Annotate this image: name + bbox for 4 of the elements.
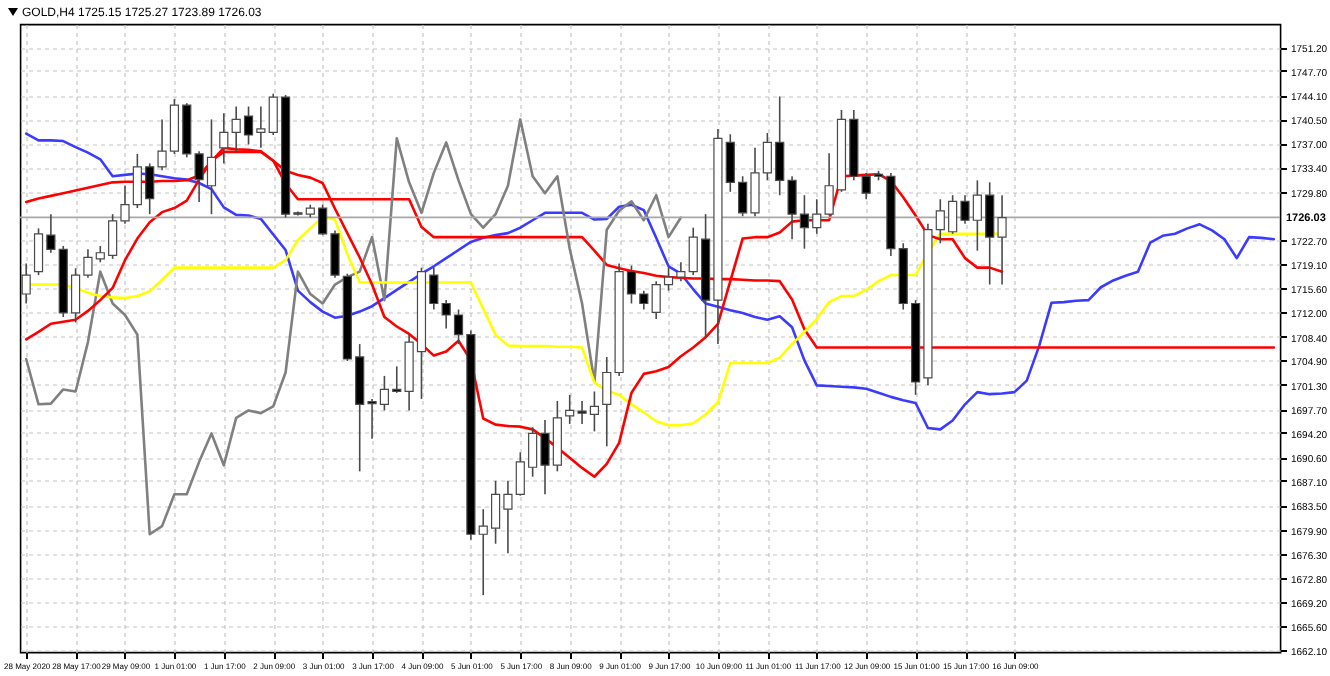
- line-series: [24, 118, 683, 536]
- candlestick: [21, 262, 31, 305]
- candlestick: [219, 112, 229, 165]
- line-series: [24, 132, 1276, 431]
